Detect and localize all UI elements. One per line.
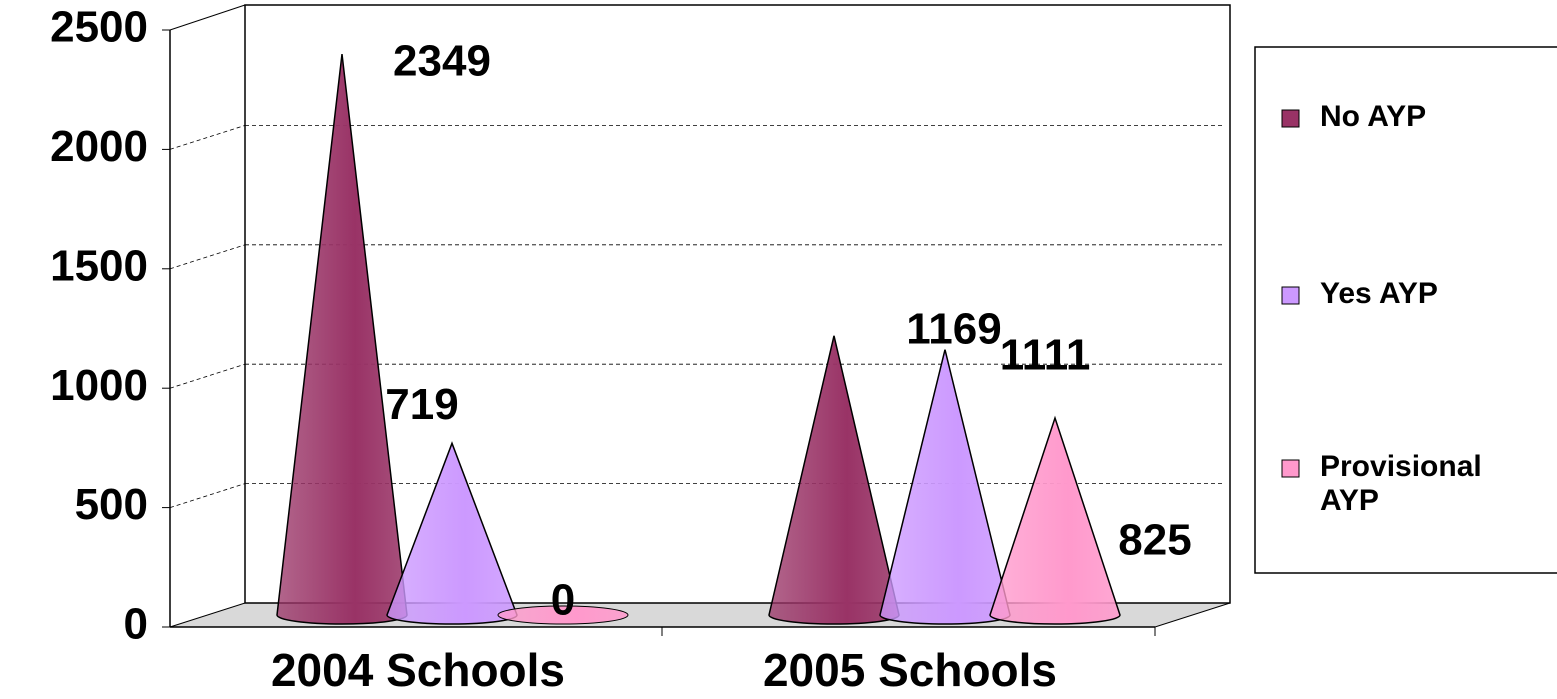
value-label: 825 xyxy=(1118,516,1191,565)
cone xyxy=(989,415,1121,625)
y-tick-label: 1000 xyxy=(50,361,148,410)
y-tick-label: 2000 xyxy=(50,122,148,171)
value-label: 1111 xyxy=(1000,330,1091,379)
y-tick-label: 0 xyxy=(124,600,148,649)
legend-label: Yes AYP xyxy=(1320,277,1438,310)
value-label: 719 xyxy=(385,380,458,429)
y-tick-label: 500 xyxy=(75,480,148,529)
cone xyxy=(497,605,629,625)
grid-line xyxy=(169,244,246,270)
grid-line xyxy=(169,125,246,150)
y-tick-label: 1500 xyxy=(50,241,148,290)
grid-line xyxy=(169,483,246,508)
grid-line xyxy=(169,363,246,389)
value-label: 0 xyxy=(551,576,575,625)
y-tick-label: 2500 xyxy=(50,3,148,52)
legend-swatch xyxy=(1281,459,1300,478)
wall-edge xyxy=(169,4,246,31)
x-tick-label: 2004 Schools xyxy=(271,644,565,696)
value-label: 2349 xyxy=(393,37,491,86)
legend-swatch xyxy=(1281,286,1300,305)
legend xyxy=(1254,46,1557,574)
x-tick-label: 2005 Schools xyxy=(763,644,1057,696)
legend-label: Provisional AYP xyxy=(1320,450,1482,517)
legend-swatch xyxy=(1281,109,1300,128)
legend-label: No AYP xyxy=(1320,100,1426,133)
value-label: 1169 xyxy=(906,304,1001,353)
